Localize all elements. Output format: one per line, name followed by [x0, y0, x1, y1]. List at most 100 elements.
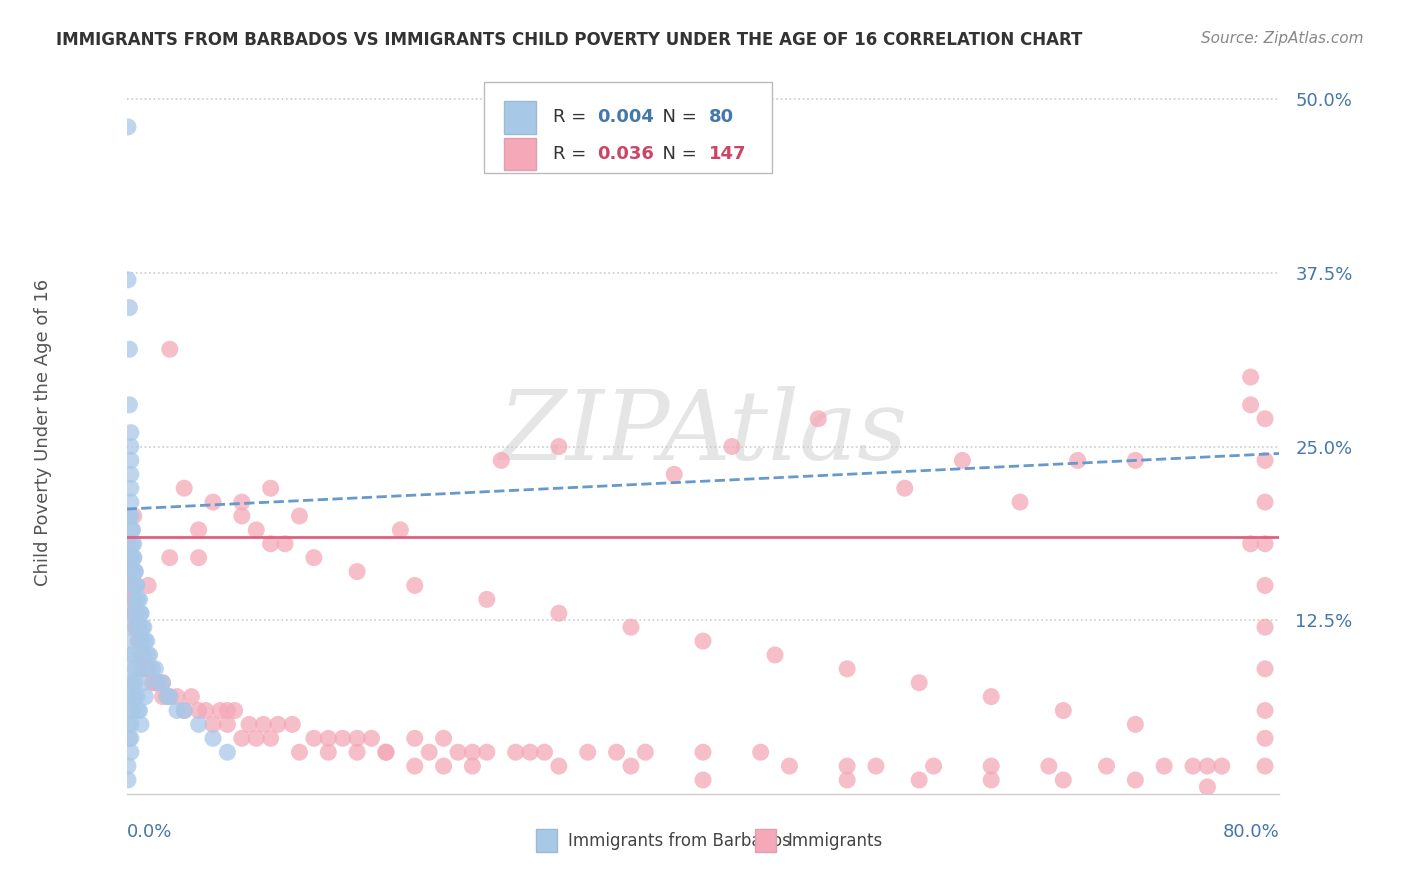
Point [302, 550, 325, 565]
Point [374, 745, 398, 759]
Point [692, 772, 714, 787]
Point [1240, 370, 1263, 384]
Text: Immigrants: Immigrants [787, 832, 883, 850]
Point [118, 398, 141, 412]
Point [548, 759, 571, 773]
Point [117, 273, 139, 287]
Point [217, 745, 239, 759]
Point [122, 578, 145, 592]
Point [231, 508, 253, 523]
Point [259, 481, 281, 495]
Point [807, 411, 830, 425]
Point [117, 759, 139, 773]
Point [173, 704, 195, 718]
Point [1052, 704, 1074, 718]
Point [374, 745, 398, 759]
Point [302, 731, 325, 746]
Point [120, 440, 142, 454]
Point [120, 467, 142, 482]
Point [267, 717, 290, 731]
Point [1067, 453, 1090, 467]
Point [117, 120, 139, 134]
Point [120, 550, 142, 565]
Point [118, 301, 141, 315]
Point [145, 675, 166, 690]
Point [1254, 620, 1277, 634]
Point [121, 648, 143, 662]
Point [122, 662, 145, 676]
Point [1197, 759, 1219, 773]
Point [835, 759, 858, 773]
Point [131, 662, 153, 676]
Point [134, 634, 156, 648]
Point [404, 578, 426, 592]
Point [950, 453, 973, 467]
Point [120, 578, 142, 592]
Point [117, 772, 139, 787]
Point [519, 745, 541, 759]
Point [120, 425, 142, 440]
Point [145, 675, 166, 690]
Point [281, 717, 304, 731]
Point [148, 675, 170, 690]
Point [1153, 759, 1175, 773]
Point [124, 565, 146, 579]
Point [120, 690, 142, 704]
Point [332, 731, 354, 746]
Text: N =: N = [651, 109, 703, 127]
Point [187, 704, 209, 718]
Point [122, 634, 145, 648]
Point [125, 690, 148, 704]
Point [145, 662, 166, 676]
Point [194, 704, 217, 718]
Point [120, 565, 142, 579]
Point [245, 523, 267, 537]
Point [118, 620, 141, 634]
Text: 0.036: 0.036 [598, 145, 654, 163]
Text: 80: 80 [709, 109, 734, 127]
Point [166, 704, 188, 718]
Point [128, 634, 150, 648]
Text: R =: R = [553, 145, 592, 163]
Point [127, 620, 149, 634]
Point [720, 440, 742, 454]
Point [118, 731, 141, 746]
Point [664, 467, 686, 482]
Point [131, 620, 153, 634]
Point [156, 690, 179, 704]
Point [894, 481, 917, 495]
Point [134, 690, 156, 704]
Point [1254, 759, 1277, 773]
Point [128, 704, 150, 718]
Point [121, 537, 143, 551]
Point [1125, 717, 1147, 731]
Point [980, 759, 1002, 773]
Point [120, 717, 142, 731]
Point [117, 537, 139, 551]
Point [121, 704, 143, 718]
Point [418, 745, 440, 759]
Point [433, 759, 456, 773]
Point [346, 565, 368, 579]
Point [548, 607, 571, 621]
Point [779, 759, 801, 773]
Point [152, 675, 174, 690]
Point [122, 592, 145, 607]
Point [120, 481, 142, 495]
Point [117, 648, 139, 662]
Point [124, 675, 146, 690]
Point [274, 537, 297, 551]
Point [118, 343, 141, 357]
Point [129, 634, 152, 648]
Point [127, 634, 149, 648]
Point [166, 690, 188, 704]
Point [136, 648, 159, 662]
Point [118, 704, 141, 718]
Point [533, 745, 555, 759]
Point [125, 578, 148, 592]
Point [288, 745, 311, 759]
Point [122, 690, 145, 704]
Point [1211, 759, 1233, 773]
FancyBboxPatch shape [484, 82, 772, 172]
Point [238, 717, 260, 731]
